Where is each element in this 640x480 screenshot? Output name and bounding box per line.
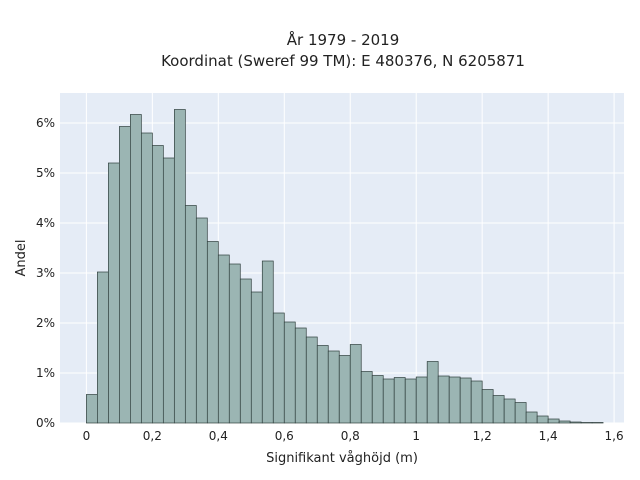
x-tick-label: 1,4	[539, 429, 558, 443]
x-tick-label: 0,2	[143, 429, 162, 443]
histogram-bar	[503, 398, 516, 424]
histogram-bar	[338, 355, 351, 424]
histogram-bar	[580, 422, 593, 424]
histogram-bar	[371, 375, 384, 424]
histogram-bar	[130, 114, 142, 424]
histogram-bar	[569, 421, 582, 424]
histogram-bar	[206, 241, 219, 424]
y-axis-label: Andel	[14, 240, 29, 277]
chart-title-line2: Koordinat (Sweref 99 TM): E 480376, N 62…	[161, 52, 525, 70]
x-tick-label: 0,4	[209, 429, 228, 443]
histogram-bar	[459, 377, 472, 424]
histogram-bar	[448, 376, 461, 424]
histogram-bar	[228, 263, 241, 424]
x-tick-label: 1	[412, 429, 420, 443]
histogram-bar	[470, 380, 483, 424]
histogram-bar	[141, 132, 153, 424]
histogram-bar	[119, 126, 131, 424]
y-tick-label: 5%	[36, 166, 55, 180]
histogram-bar	[558, 420, 571, 424]
x-axis-label: Signifikant våghöjd (m)	[266, 451, 418, 466]
y-tick-label: 2%	[36, 316, 55, 330]
x-tick-label: 1,2	[473, 429, 492, 443]
histogram-bar	[272, 312, 285, 424]
x-tick-label: 0	[83, 429, 91, 443]
x-axis-ticks: 0 0,2 0,4 0,6 0,8 1 1,2 1,4 1,6	[83, 429, 624, 443]
histogram-bar	[162, 157, 175, 424]
x-tick-label: 1,6	[605, 429, 624, 443]
histogram-bar	[239, 278, 252, 424]
histogram-bar	[349, 344, 362, 424]
histogram-bar	[152, 145, 164, 424]
histogram-bar	[525, 411, 538, 424]
chart-title-line1: År 1979 - 2019	[287, 30, 400, 49]
histogram-bar	[393, 377, 406, 424]
y-axis-ticks: 0% 1% 2% 3% 4% 5% 6%	[36, 116, 55, 430]
histogram-bar	[536, 415, 549, 424]
histogram-bar	[316, 345, 329, 424]
y-tick-label: 0%	[36, 416, 55, 430]
y-tick-label: 4%	[36, 216, 55, 230]
x-tick-label: 0,8	[341, 429, 360, 443]
y-tick-label: 1%	[36, 366, 55, 380]
histogram-bar	[514, 402, 527, 424]
histogram-bar	[217, 254, 230, 424]
histogram-bar	[481, 389, 494, 424]
histogram-bar	[327, 350, 340, 424]
histogram-bar	[591, 422, 604, 424]
histogram-bar	[283, 321, 296, 424]
histogram-bar	[184, 205, 197, 424]
histogram-bar	[415, 376, 428, 424]
y-tick-label: 3%	[36, 266, 55, 280]
histogram-bar	[305, 336, 318, 424]
histogram-bar	[108, 162, 120, 424]
histogram-bar	[437, 375, 450, 424]
histogram-bar	[174, 109, 186, 424]
histogram-bar	[261, 260, 274, 424]
histogram-bar	[86, 394, 98, 424]
histogram-bar	[382, 378, 395, 424]
histogram-bar	[294, 327, 307, 424]
x-tick-label: 0,6	[275, 429, 294, 443]
histogram-bar	[404, 378, 417, 424]
histogram-bar	[250, 291, 263, 424]
histogram-bars	[86, 109, 604, 424]
histogram-bar	[97, 271, 109, 424]
histogram-bar	[195, 217, 208, 424]
histogram-bar	[360, 371, 373, 424]
histogram-bar	[547, 418, 560, 424]
histogram-bar	[426, 361, 439, 424]
histogram-bar	[492, 395, 505, 424]
y-tick-label: 6%	[36, 116, 55, 130]
